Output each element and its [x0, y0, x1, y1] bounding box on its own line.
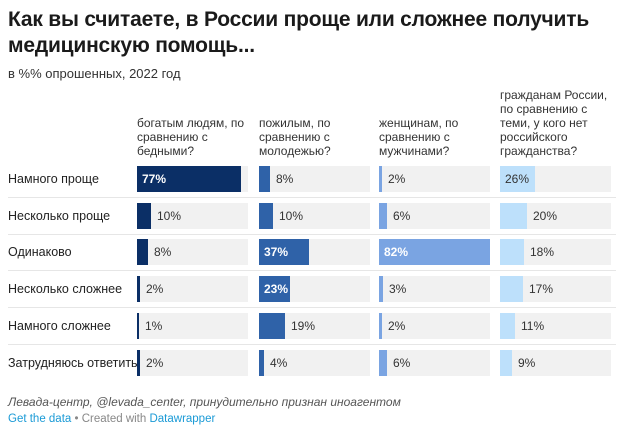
bar	[379, 166, 382, 192]
bar-track	[137, 239, 248, 265]
bar-track	[500, 350, 611, 376]
row-label: Затрудняюсь ответить	[8, 356, 138, 370]
bar-track	[379, 276, 490, 302]
bar	[379, 313, 382, 339]
bar	[137, 313, 139, 339]
bar	[500, 203, 527, 229]
bar-track	[379, 313, 490, 339]
row-label: Намного проще	[8, 172, 99, 186]
value-label: 8%	[154, 245, 172, 259]
bar	[137, 350, 140, 376]
bar	[500, 166, 535, 192]
value-label: 4%	[270, 356, 288, 370]
footer-separator: • Created with	[71, 413, 150, 425]
value-label: 19%	[291, 319, 316, 333]
bar	[259, 239, 309, 265]
row-label: Намного сложнее	[8, 319, 111, 333]
bar	[379, 350, 387, 376]
bar	[137, 166, 241, 192]
value-label: 9%	[518, 356, 536, 370]
bar-track	[500, 313, 611, 339]
row-label: Одинаково	[8, 245, 72, 259]
value-label: 3%	[389, 282, 407, 296]
bar-track	[137, 276, 248, 302]
value-label: 23%	[264, 282, 289, 296]
bar	[379, 276, 383, 302]
value-label: 77%	[142, 172, 167, 186]
value-label: 82%	[384, 245, 409, 259]
value-label: 37%	[264, 245, 289, 259]
bar	[500, 276, 523, 302]
bar	[500, 350, 512, 376]
row-label: Несколько проще	[8, 209, 111, 223]
row-label: Несколько сложнее	[8, 282, 123, 296]
value-label: 8%	[276, 172, 294, 186]
value-label: 10%	[157, 209, 182, 223]
value-label: 6%	[393, 356, 411, 370]
bar	[137, 239, 148, 265]
bar-track	[259, 350, 370, 376]
footer: Get the data • Created with Datawrapper	[8, 413, 215, 425]
column-header: пожилым, по сравнению с молодежью?	[259, 116, 331, 158]
row-separator	[8, 270, 616, 271]
bar	[379, 239, 490, 265]
value-label: 2%	[146, 282, 164, 296]
value-label: 17%	[529, 282, 554, 296]
value-label: 6%	[393, 209, 411, 223]
bar	[259, 203, 273, 229]
value-label: 2%	[388, 172, 406, 186]
bar-track	[379, 350, 490, 376]
row-separator	[8, 234, 616, 235]
datawrapper-link[interactable]: Datawrapper	[149, 413, 216, 425]
bar-track	[379, 203, 490, 229]
row-separator	[8, 197, 616, 198]
bar-track	[137, 313, 248, 339]
bar	[259, 313, 285, 339]
value-label: 2%	[388, 319, 406, 333]
bar-track	[379, 166, 490, 192]
column-header: женщинам, по сравнению с мужчинами?	[379, 116, 459, 158]
bar	[137, 203, 151, 229]
get-the-data-link[interactable]: Get the data	[8, 413, 72, 425]
bar-track	[137, 203, 248, 229]
column-header: богатым людям, по сравнению с бедными?	[137, 116, 245, 158]
bar	[259, 276, 290, 302]
bar-track	[259, 166, 370, 192]
value-label: 2%	[146, 356, 164, 370]
bar-track	[137, 350, 248, 376]
bar	[500, 239, 524, 265]
value-label: 1%	[145, 319, 163, 333]
source-note: Левада-центр, @levada_center, принудител…	[8, 395, 401, 409]
bar	[500, 313, 515, 339]
column-header: гражданам России, по сравнению с теми, у…	[500, 88, 608, 158]
bar	[137, 276, 140, 302]
chart-title: Как вы считаете, в России проще или слож…	[8, 8, 590, 57]
bar	[259, 350, 264, 376]
value-label: 11%	[521, 319, 545, 333]
row-separator	[8, 307, 616, 308]
bar	[259, 166, 270, 192]
value-label: 26%	[505, 172, 530, 186]
bar-track	[259, 203, 370, 229]
value-label: 10%	[279, 209, 304, 223]
value-label: 18%	[530, 245, 555, 259]
row-separator	[8, 344, 616, 345]
value-label: 20%	[533, 209, 558, 223]
bar	[379, 203, 387, 229]
chart-subtitle: в %% опрошенных, 2022 год	[8, 66, 181, 81]
